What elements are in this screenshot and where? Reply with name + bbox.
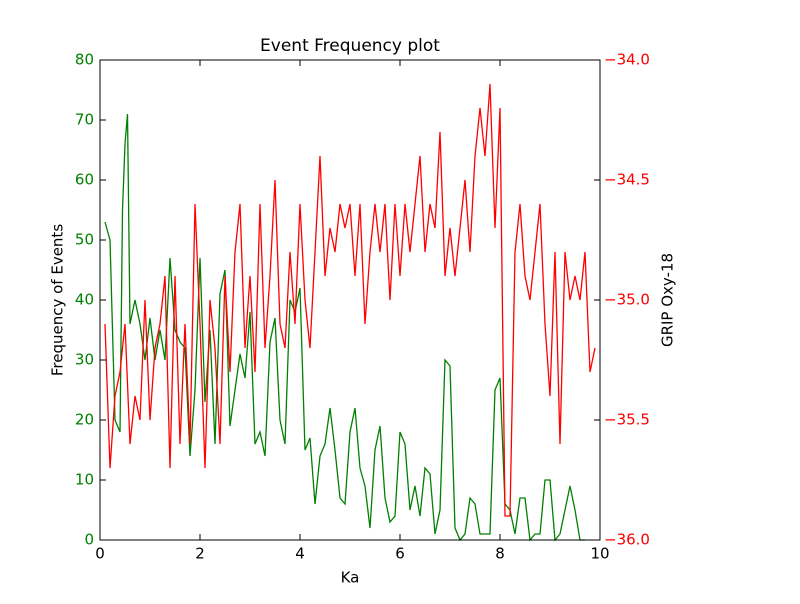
x-tick-label: 4 xyxy=(295,545,305,563)
y-tick-label: 70 xyxy=(75,111,94,129)
data-line xyxy=(104,83,596,517)
x-tick-label: 0 xyxy=(95,545,105,563)
y2-tick-label: −35.5 xyxy=(604,411,650,429)
y2-tick-label: −36.0 xyxy=(604,531,650,549)
x-tick-label: 8 xyxy=(495,545,505,563)
y-axis-label: Frequency of Events xyxy=(49,224,67,376)
chart-title: Event Frequency plot xyxy=(260,36,440,56)
y-tick-label: 60 xyxy=(75,171,94,189)
y-tick-label: 10 xyxy=(75,471,94,489)
y2-tick-label: −34.5 xyxy=(604,171,650,189)
x-tick-label: 6 xyxy=(395,545,405,563)
x-axis-label: Ka xyxy=(341,569,360,587)
y-tick-label: 80 xyxy=(75,51,94,69)
x-tick-label: 10 xyxy=(590,545,609,563)
y2-tick-label: −35.0 xyxy=(604,291,650,309)
y2-tick-label: −34.0 xyxy=(604,51,650,69)
y2-axis-label: GRIP Oxy-18 xyxy=(659,253,677,347)
y-tick-label: 30 xyxy=(75,351,94,369)
x-tick-label: 2 xyxy=(195,545,205,563)
y-tick-label: 40 xyxy=(75,291,94,309)
y-tick-label: 20 xyxy=(75,411,94,429)
y-tick-label: 50 xyxy=(75,231,94,249)
y-tick-label: 0 xyxy=(84,531,94,549)
